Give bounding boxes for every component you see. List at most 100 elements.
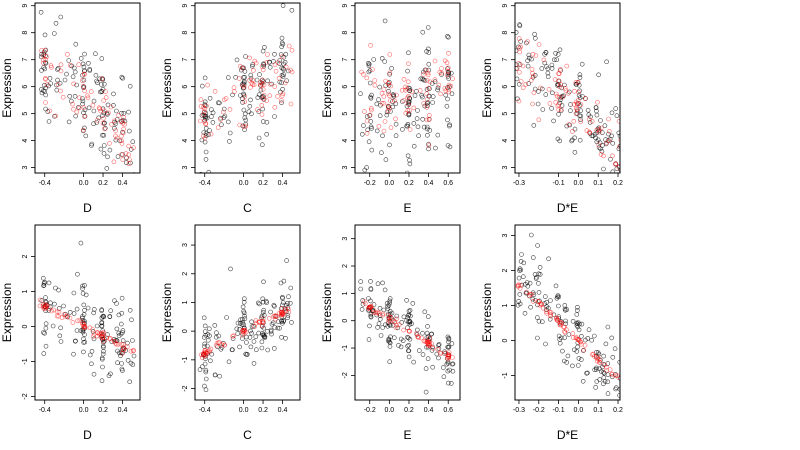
- data-point: [272, 325, 278, 330]
- data-point: [577, 88, 582, 94]
- data-point-red: [557, 67, 563, 72]
- data-point: [51, 31, 57, 36]
- y-tick-label: 3: [22, 166, 29, 170]
- panel-bottom-1: -0.4 0.0 0.2 0.4 -2 -1 0 1 2 D Expression: [0, 224, 141, 442]
- data-point: [240, 304, 246, 310]
- data-point: [131, 353, 137, 359]
- data-point: [281, 278, 287, 284]
- data-point: [279, 100, 284, 106]
- x-tick-label: 0.0: [79, 407, 89, 414]
- data-point: [599, 130, 605, 135]
- data-point: [279, 65, 285, 71]
- data-point: [268, 329, 274, 334]
- data-point-red: [120, 157, 125, 162]
- data-point: [93, 72, 99, 78]
- y-tick-label: 2: [342, 264, 349, 268]
- data-point-red: [286, 43, 292, 49]
- data-point: [368, 119, 374, 124]
- data-point: [536, 89, 541, 94]
- x-axis-label: D: [83, 428, 92, 442]
- data-point: [280, 295, 285, 301]
- data-point-red: [547, 101, 553, 106]
- data-point: [554, 57, 560, 63]
- data-point-red: [438, 351, 444, 356]
- data-point: [422, 309, 428, 315]
- data-point: [366, 69, 372, 75]
- data-point: [396, 343, 401, 348]
- data-point-red: [201, 112, 206, 118]
- data-point-red: [95, 330, 101, 336]
- y-tick-label: 3: [502, 233, 509, 237]
- data-point: [80, 96, 85, 101]
- data-point: [209, 114, 214, 119]
- data-point: [114, 326, 120, 332]
- data-point: [533, 298, 538, 303]
- data-point-red: [197, 118, 203, 124]
- data-point: [379, 150, 384, 155]
- data-point-red: [538, 301, 544, 307]
- data-point: [261, 307, 267, 313]
- data-point-red: [590, 351, 596, 357]
- data-point-red: [99, 333, 105, 339]
- data-point: [555, 52, 561, 57]
- data-point: [517, 23, 523, 29]
- data-point: [114, 301, 119, 306]
- data-point: [264, 300, 269, 305]
- data-point-red: [424, 78, 430, 83]
- data-point-red: [260, 67, 266, 73]
- data-point: [378, 333, 384, 338]
- data-point: [362, 167, 368, 173]
- x-axis-label: E: [403, 428, 411, 442]
- data-point: [73, 113, 78, 119]
- data-point: [82, 51, 87, 57]
- data-point-red: [207, 347, 212, 353]
- data-point: [386, 303, 392, 308]
- data-point-red: [601, 153, 606, 159]
- data-point-red: [253, 318, 259, 323]
- data-point: [549, 66, 555, 71]
- x-tick-label: 0.0: [574, 180, 584, 187]
- data-point: [443, 92, 449, 98]
- data-point: [203, 367, 209, 373]
- data-point-red: [221, 97, 227, 103]
- data-point: [549, 106, 554, 111]
- data-point-red: [259, 112, 265, 117]
- data-point: [246, 109, 252, 114]
- data-point-red: [58, 68, 64, 74]
- data-point: [614, 113, 620, 118]
- data-point: [617, 415, 621, 419]
- data-point: [197, 367, 203, 372]
- data-point-red: [528, 78, 534, 83]
- y-tick-label: 2: [182, 272, 189, 276]
- data-point: [58, 325, 63, 331]
- data-point: [407, 157, 412, 163]
- data-point-red: [536, 42, 542, 47]
- data-point: [405, 343, 410, 349]
- data-point: [99, 82, 104, 87]
- data-point-red: [212, 89, 218, 94]
- data-point-red: [89, 89, 94, 94]
- data-point-red: [80, 320, 85, 326]
- data-point: [444, 103, 450, 109]
- data-point: [549, 90, 555, 96]
- data-point-red: [260, 96, 266, 102]
- data-point-red: [407, 127, 413, 132]
- data-point-red: [242, 99, 248, 105]
- data-point: [577, 137, 583, 143]
- data-point: [120, 338, 126, 344]
- data-point: [561, 358, 567, 364]
- data-point: [586, 327, 592, 333]
- data-point: [91, 371, 97, 377]
- data-point-red: [279, 98, 284, 103]
- x-tick-label: -0.4: [39, 407, 51, 414]
- data-point: [99, 320, 104, 326]
- data-point: [533, 276, 539, 281]
- data-point-red: [204, 350, 210, 356]
- data-point: [107, 314, 113, 320]
- data-point: [120, 328, 126, 333]
- data-point: [81, 312, 87, 317]
- data-point: [100, 133, 105, 138]
- data-point-red: [214, 343, 219, 348]
- data-point-red: [81, 325, 87, 331]
- x-tick-label: 0.6: [443, 407, 453, 414]
